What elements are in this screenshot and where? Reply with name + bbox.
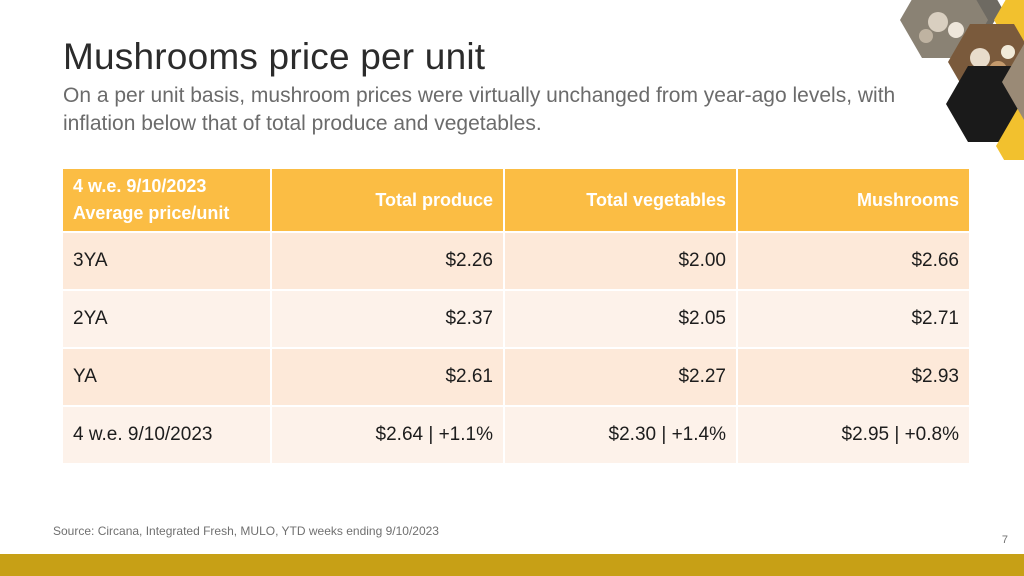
header-period-label: 4 w.e. 9/10/2023 Average price/unit — [63, 169, 270, 231]
row-label: 3YA — [63, 233, 270, 289]
cell-mushrooms: $2.71 — [738, 291, 969, 347]
cell-total-vegetables: $2.30 | +1.4% — [505, 407, 736, 463]
cell-total-vegetables: $2.05 — [505, 291, 736, 347]
honeycomb-mushroom-photos-icon — [900, 0, 1024, 160]
row-label: 2YA — [63, 291, 270, 347]
price-table: 4 w.e. 9/10/2023 Average price/unit Tota… — [61, 167, 971, 465]
header-period-line2: Average price/unit — [73, 203, 230, 223]
table-row: 3YA $2.26 $2.00 $2.66 — [63, 233, 969, 289]
header-total-produce: Total produce — [272, 169, 503, 231]
cell-total-vegetables: $2.00 — [505, 233, 736, 289]
cell-total-produce: $2.26 — [272, 233, 503, 289]
cell-mushrooms: $2.93 — [738, 349, 969, 405]
cell-mushrooms: $2.66 — [738, 233, 969, 289]
cell-total-produce: $2.61 — [272, 349, 503, 405]
cell-mushrooms: $2.95 | +0.8% — [738, 407, 969, 463]
header-mushrooms: Mushrooms — [738, 169, 969, 231]
cell-total-vegetables: $2.27 — [505, 349, 736, 405]
header-period-line1: 4 w.e. 9/10/2023 — [73, 176, 207, 196]
page-number: 7 — [1001, 534, 1008, 546]
cell-total-produce: $2.37 — [272, 291, 503, 347]
table-row: 2YA $2.37 $2.05 $2.71 — [63, 291, 969, 347]
table-row: 4 w.e. 9/10/2023 $2.64 | +1.1% $2.30 | +… — [63, 407, 969, 463]
bottom-accent-bar — [0, 554, 1024, 576]
cell-total-produce: $2.64 | +1.1% — [272, 407, 503, 463]
table-row: YA $2.61 $2.27 $2.93 — [63, 349, 969, 405]
source-footnote: Source: Circana, Integrated Fresh, MULO,… — [53, 524, 439, 538]
slide-subtitle: On a per unit basis, mushroom prices wer… — [63, 84, 896, 135]
row-label: 4 w.e. 9/10/2023 — [63, 407, 270, 463]
row-label: YA — [63, 349, 270, 405]
slide-title: Mushrooms price per unit — [63, 36, 486, 77]
table-header-row: 4 w.e. 9/10/2023 Average price/unit Tota… — [63, 169, 969, 231]
header-total-vegetables: Total vegetables — [505, 169, 736, 231]
